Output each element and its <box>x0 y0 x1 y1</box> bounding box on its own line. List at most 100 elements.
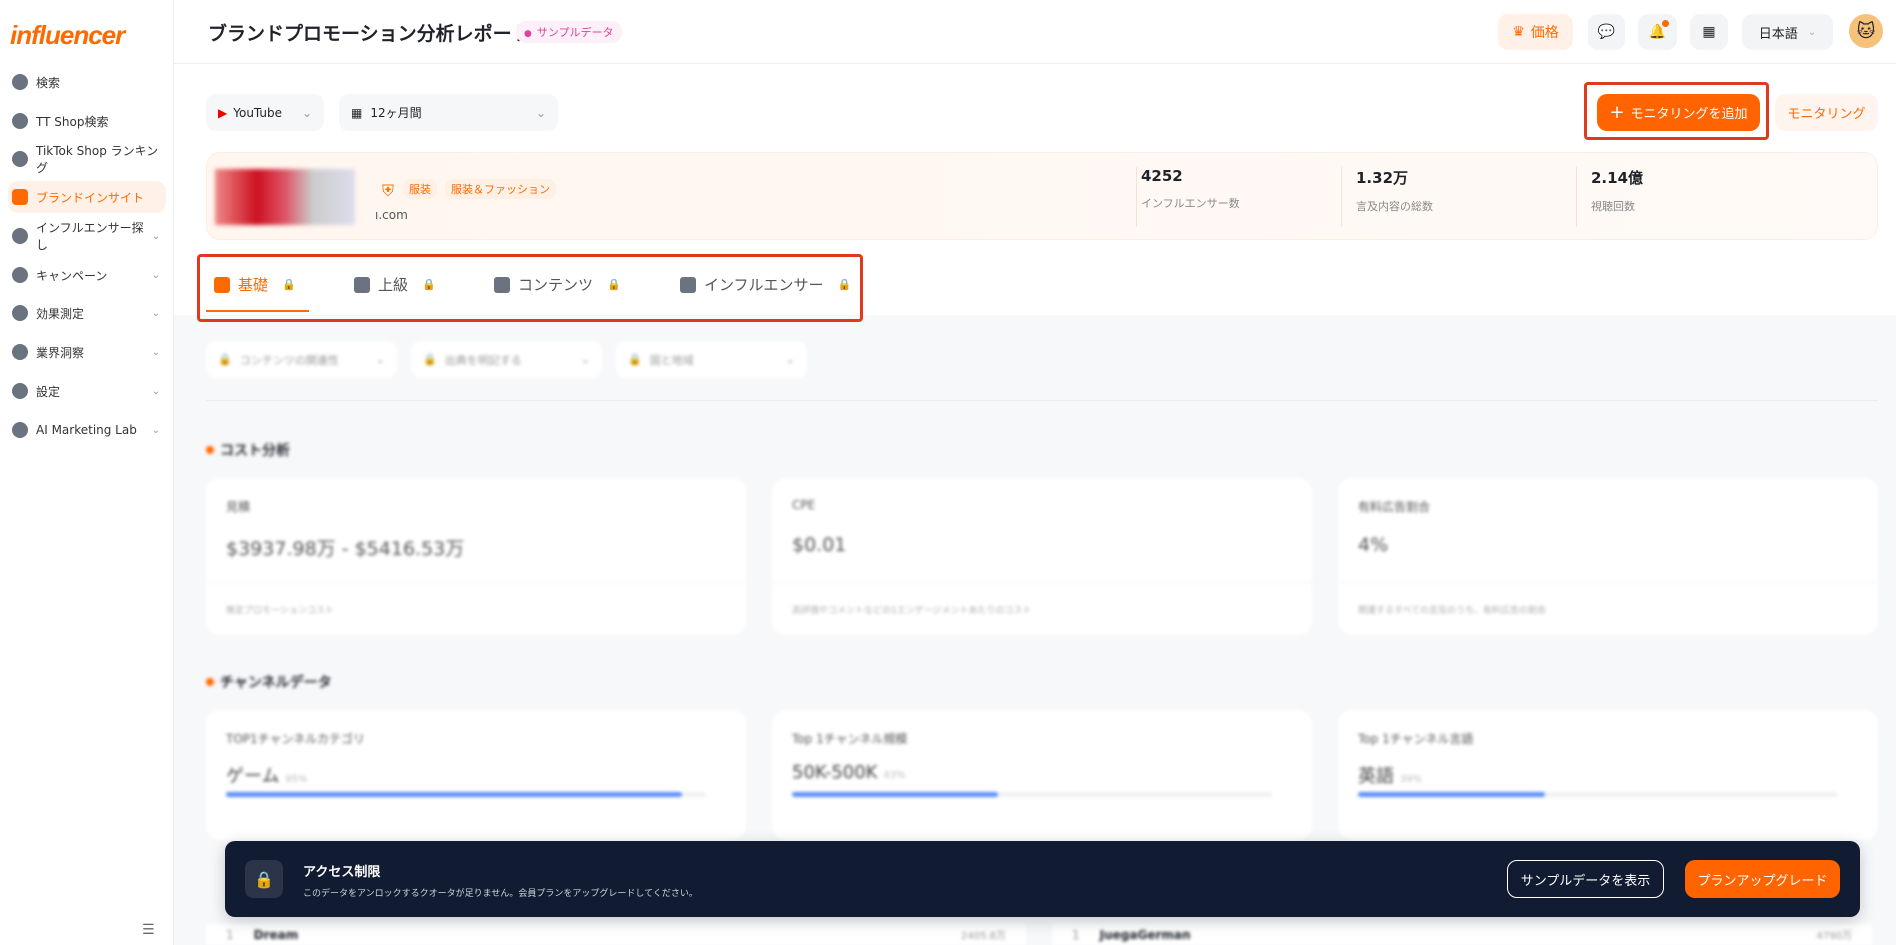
monitoring-button[interactable]: モニタリング <box>1775 94 1878 131</box>
card-value: 4% <box>1358 534 1389 556</box>
language-label: 日本語 <box>1758 26 1798 42</box>
channel-card: TOP1チャンネルカテゴリ ゲーム 95% <box>206 710 746 840</box>
stat-label: インフルエンサー数 <box>1141 197 1240 210</box>
sidebar-item[interactable]: TikTok Shop ランキング <box>8 143 166 175</box>
pricing-label: 価格 <box>1530 25 1559 41</box>
row-value: 2405.8万 <box>961 931 1006 942</box>
notification-button[interactable]: 🔔 <box>1638 14 1677 50</box>
chat-button[interactable]: 💬 <box>1588 14 1625 50</box>
divider <box>206 582 746 583</box>
highlight-box <box>197 254 863 322</box>
sidebar-item[interactable]: キャンペーン ⌄ <box>8 259 166 291</box>
period-label: 12ヶ月間 <box>370 106 422 120</box>
sidebar-item[interactable]: 業界洞察 ⌄ <box>8 336 166 368</box>
chevron-down-icon: ⌄ <box>151 230 160 242</box>
banner-title: アクセス制限 <box>303 865 381 880</box>
sidebar-item[interactable]: インフルエンサー探し ⌄ <box>8 220 166 252</box>
access-restriction-banner: 🔒 アクセス制限 このデータをアンロックするクオータが足りません。会員プランをア… <box>225 841 1860 917</box>
table-row[interactable]: 1 JuegaGerman 4790万 <box>1052 924 1872 945</box>
chevron-down-icon: ⌄ <box>301 105 312 120</box>
upgrade-plan-button[interactable]: プランアップグレード <box>1685 860 1840 898</box>
chevron-down-icon: ⌄ <box>580 353 590 366</box>
avatar[interactable]: 🐱 <box>1849 14 1883 48</box>
divider <box>206 400 1878 401</box>
active-tab-underline <box>206 310 309 312</box>
chevron-down-icon: ⌄ <box>151 269 160 281</box>
card-value: 50K-500K <box>792 762 878 783</box>
lock-icon: 🔒 <box>423 353 437 366</box>
show-sample-data-button[interactable]: サンプルデータを表示 <box>1507 860 1664 898</box>
sidebar-item[interactable]: 効果測定 ⌄ <box>8 297 166 329</box>
sidebar-item-label: 検索 <box>36 75 61 90</box>
chevron-down-icon: ⌄ <box>151 385 160 397</box>
tab[interactable]: コンテンツ 🔒 <box>494 274 621 295</box>
period-select[interactable]: ▦ 12ヶ月間 ⌄ <box>339 94 558 131</box>
stat-label: 言及内容の総数 <box>1356 200 1433 213</box>
brand-logo-pixelated <box>215 169 355 225</box>
content-icon <box>494 276 510 293</box>
tab[interactable]: インフルエンサー 🔒 <box>680 274 851 295</box>
stat-value: 1.32万 <box>1356 169 1409 187</box>
card-label: TOP1チャンネルカテゴリ <box>226 732 365 746</box>
locked-filter-select[interactable]: 🔒 コンテンツの関連性 ⌄ <box>206 341 397 378</box>
chevron-down-icon: ⌄ <box>1807 26 1817 38</box>
stat-value: 4252 <box>1141 167 1183 185</box>
sidebar-item-label: TT Shop検索 <box>36 114 109 129</box>
tab-label: 上級 <box>378 276 409 294</box>
sample-data-badge: サンプルデータ <box>516 21 622 43</box>
sidebar-item[interactable]: AI Marketing Lab ⌄ <box>8 414 166 446</box>
category-tag: 服装 <box>403 179 437 199</box>
brand-domain: ı.com <box>375 208 408 222</box>
tab[interactable]: 基礎 🔒 <box>214 274 296 295</box>
notification-dot <box>1662 20 1669 27</box>
filter-label: コンテンツの関連性 <box>239 353 339 367</box>
card-value: 英語 <box>1358 766 1394 787</box>
brand-r-icon <box>12 189 28 205</box>
progress-fill <box>792 792 999 797</box>
verified-shield-icon: ⛨ <box>382 181 395 200</box>
dashboard-icon <box>214 276 230 293</box>
platform-select[interactable]: ▶ YouTube ⌄ <box>206 94 324 131</box>
sidebar: influencer ☰ 検索 TT Shop検索 TikTok Shop ランキン… <box>0 0 174 945</box>
pricing-button[interactable]: ♛ 価格 <box>1498 14 1573 50</box>
add-monitoring-button[interactable]: + モニタリングを追加 <box>1597 94 1760 131</box>
rank: 1 <box>1072 927 1080 942</box>
table-row[interactable]: 1 Dream 2405.8万 <box>206 924 1026 945</box>
plus-icon: + <box>1609 102 1625 123</box>
sidebar-item-label: TikTok Shop ランキング <box>36 144 159 175</box>
gear-icon <box>12 383 28 399</box>
header: ブランドプロモーション分析レポート サンプルデータ ♛ 価格 💬 🔔 ▦ 日本語 ⌄… <box>174 0 1896 64</box>
apps-button[interactable]: ▦ <box>1690 14 1728 50</box>
lock-icon: 🔒 <box>245 860 283 898</box>
stat-value: 2.14億 <box>1591 169 1644 187</box>
platform-label: YouTube <box>233 105 283 120</box>
sidebar-item[interactable]: 設定 ⌄ <box>8 375 166 407</box>
card-value: ゲーム <box>226 766 280 787</box>
user-circle-icon <box>680 276 696 293</box>
tab-label: インフルエンサー <box>704 276 824 294</box>
youtube-icon: ▶ <box>218 105 228 120</box>
progress-fill <box>1358 792 1546 797</box>
card-label: Top 1チャンネル規模 <box>792 732 908 746</box>
card-label: 有料広告割合 <box>1358 500 1431 514</box>
card-value: $0.01 <box>792 534 847 556</box>
report-top: ▶ YouTube ⌄ ▦ 12ヶ月間 ⌄ + モニタリングを追加 モニタリング ⛨ 服装… <box>174 64 1896 322</box>
lock-icon: 🔒 <box>607 278 621 291</box>
sidebar-item[interactable]: 検索 <box>8 66 166 98</box>
chevron-down-icon: ⌄ <box>785 353 795 366</box>
bar-chart-icon <box>12 151 28 167</box>
card-note: 高評価やコメントなどの1エンゲージメントあたりのコスト <box>792 606 1032 616</box>
collapse-sidebar-icon[interactable]: ☰ <box>142 922 155 938</box>
chat-icon: 💬 <box>1597 24 1616 40</box>
language-select[interactable]: 日本語 ⌄ <box>1742 14 1833 50</box>
locked-filter-select[interactable]: 🔒 国と地域 ⌄ <box>616 341 807 378</box>
chevron-down-icon: ⌄ <box>151 424 160 436</box>
compass-icon <box>12 74 28 90</box>
lock-icon: 🔒 <box>628 353 642 366</box>
tab[interactable]: 上級 🔒 <box>354 274 436 295</box>
sidebar-item[interactable]: ブランドインサイト <box>8 181 166 213</box>
sidebar-item[interactable]: TT Shop検索 <box>8 105 166 137</box>
chevron-down-icon: ⌄ <box>151 307 160 319</box>
channel-name: JuegaGerman <box>1099 927 1191 942</box>
locked-filter-select[interactable]: 🔒 出典を明記する ⌄ <box>411 341 602 378</box>
